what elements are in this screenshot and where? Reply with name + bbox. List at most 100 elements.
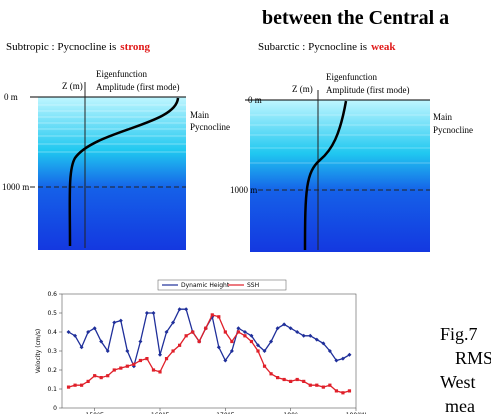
marker	[119, 366, 123, 370]
marker	[79, 345, 84, 350]
x-tick-label: 150°E	[86, 412, 104, 414]
marker	[301, 333, 306, 338]
marker	[216, 345, 221, 350]
marker	[262, 349, 267, 353]
marker	[164, 330, 169, 334]
z-label: Z (m)	[62, 81, 83, 91]
marker	[223, 330, 227, 334]
pycnocline-label: Main	[433, 112, 452, 122]
marker	[334, 358, 339, 363]
marker	[184, 307, 189, 312]
marker	[66, 385, 71, 389]
marker	[327, 349, 332, 353]
marker	[347, 352, 352, 357]
marker	[144, 311, 149, 315]
marker	[66, 330, 71, 334]
marker	[177, 307, 182, 312]
caption-line: West	[440, 372, 476, 392]
marker	[125, 349, 130, 353]
caption-prefix: Subarctic : Pycnocline is	[258, 41, 367, 53]
depth-top: 0 m	[4, 92, 18, 102]
marker	[249, 339, 254, 344]
eigenfunction-curve	[68, 97, 180, 247]
z-label: Z (m)	[292, 84, 313, 94]
caption-emphasis: strong	[120, 41, 150, 53]
marker	[118, 318, 123, 323]
caption-line: Fig.7	[440, 324, 478, 344]
marker	[275, 326, 280, 331]
y-tick-label: 0.4	[47, 329, 57, 336]
marker	[282, 377, 286, 382]
marker	[223, 358, 228, 363]
legend	[157, 279, 287, 291]
marker	[256, 343, 260, 348]
marker	[112, 320, 117, 325]
marker	[340, 356, 345, 361]
marker	[269, 372, 273, 376]
marker	[243, 334, 247, 338]
x-tick-label: 180°	[283, 412, 297, 414]
caption-line: RMS	[455, 348, 491, 368]
y-tick-label: 0.6	[47, 291, 57, 298]
marker	[112, 368, 116, 372]
x-tick-label: 190°W	[346, 412, 366, 414]
marker	[334, 389, 338, 393]
marker	[80, 383, 84, 387]
marker	[132, 362, 136, 366]
marker	[86, 330, 91, 334]
marker	[276, 376, 280, 380]
marker	[347, 389, 352, 393]
panel-caption: Subtropic : Pycnocline is strong	[6, 41, 151, 53]
marker	[341, 391, 345, 395]
y-tick-label: 0.5	[47, 310, 57, 317]
marker	[184, 334, 188, 338]
marker	[73, 333, 78, 338]
marker	[151, 368, 156, 372]
y-tick-label: 0.2	[47, 367, 57, 374]
marker	[138, 339, 143, 344]
marker	[125, 364, 129, 368]
pycnocline-label: Main	[190, 110, 209, 120]
water-column	[38, 97, 186, 250]
caption-emphasis: weak	[371, 41, 396, 53]
marker	[242, 330, 247, 334]
marker	[256, 349, 260, 353]
pycnocline-label: Pycnocline	[433, 125, 473, 135]
marker	[282, 322, 287, 327]
caption-prefix: Subtropic : Pycnocline is	[6, 41, 116, 53]
marker	[145, 357, 149, 361]
marker	[262, 364, 267, 368]
amplitude-label: Amplitude (first mode)	[326, 85, 409, 95]
marker	[171, 320, 176, 325]
marker	[217, 315, 221, 319]
marker	[171, 349, 175, 353]
marker	[236, 330, 240, 334]
marker	[230, 339, 234, 344]
marker	[158, 370, 162, 374]
marker	[314, 337, 319, 342]
caption-line: mea	[445, 396, 475, 414]
y-tick-label: 0	[53, 405, 57, 412]
depth-bottom: 1000 m	[2, 182, 29, 192]
marker	[321, 341, 326, 346]
marker	[249, 333, 254, 338]
marker	[288, 326, 293, 331]
marker	[105, 349, 110, 353]
marker	[197, 339, 201, 344]
marker	[308, 383, 312, 387]
marker	[204, 326, 208, 330]
marker	[86, 379, 90, 383]
marker	[158, 352, 162, 357]
eigenfunction-curve	[303, 100, 348, 251]
panel-caption: Subarctic : Pycnocline is weak	[258, 41, 396, 53]
marker	[295, 330, 300, 334]
marker	[269, 339, 274, 344]
marker	[178, 343, 182, 347]
y-axis-label: Velocity (cm/s)	[35, 329, 42, 373]
marker	[151, 311, 156, 315]
depth-top: 0 m	[248, 95, 262, 105]
marker	[236, 326, 241, 331]
marker	[164, 357, 169, 361]
